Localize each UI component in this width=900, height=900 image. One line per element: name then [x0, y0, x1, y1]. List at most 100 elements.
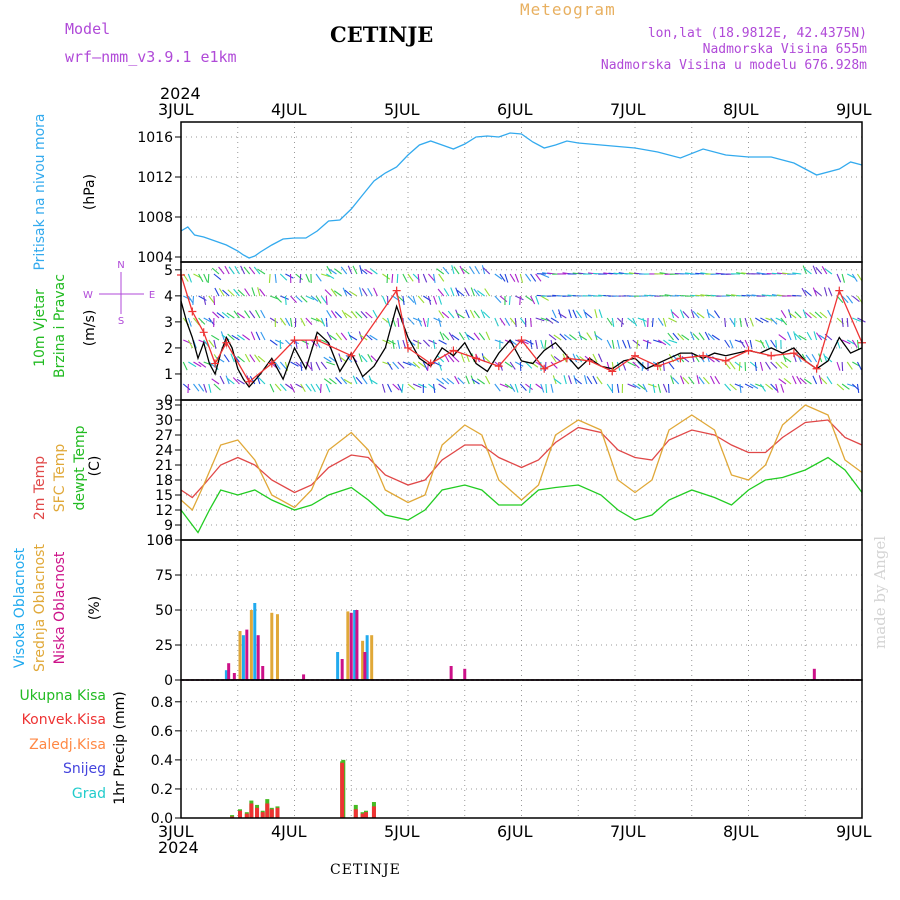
- wind-arrow: [672, 354, 680, 363]
- wind-arrow: [519, 383, 527, 392]
- wind-arrow: [515, 339, 524, 344]
- wind-arrow: [334, 268, 342, 275]
- wind-arrow: [788, 309, 792, 319]
- wind-arrow: [751, 294, 761, 297]
- wind-arrow: [572, 309, 578, 319]
- wind-arrow: [568, 375, 572, 385]
- wind-arrow: [765, 339, 770, 349]
- wind-gust-point: [392, 286, 401, 295]
- top-tick-7jul: 7JUL: [610, 100, 646, 119]
- wind-arrow: [226, 312, 235, 319]
- wind-arrow: [598, 309, 603, 319]
- wind-arrow: [662, 317, 667, 327]
- wind-arrow: [428, 383, 436, 391]
- precipitation-ytick-label: 0.2: [151, 782, 173, 798]
- wind-arrow: [464, 331, 470, 341]
- top-tick-4jul: 4JUL: [271, 100, 307, 119]
- wind-gust-point: [767, 351, 776, 360]
- wind-arrow: [203, 361, 213, 366]
- wind-arrow: [783, 356, 792, 363]
- wind-arrow: [765, 317, 775, 322]
- wind-arrow: [652, 339, 662, 344]
- wind-arrow: [681, 356, 690, 363]
- wind-arrow: [323, 356, 332, 363]
- year-top: 2024: [160, 84, 201, 103]
- wind-arrow: [657, 317, 664, 326]
- wind-arrow: [469, 309, 475, 319]
- wind-arrow: [584, 311, 593, 319]
- wind-arrow: [572, 353, 578, 363]
- wind-arrow: [770, 383, 778, 391]
- wind-arrow: [793, 331, 797, 341]
- wind-arrow: [754, 361, 757, 372]
- wind-arrow: [841, 273, 846, 283]
- wind-arrow: [240, 265, 246, 275]
- precip-unit: 1hr Precip (mm): [112, 691, 128, 805]
- wind-arrow: [325, 383, 331, 393]
- wind-arrow: [734, 339, 744, 344]
- wind-arrow: [350, 310, 358, 319]
- wind-arrow: [203, 317, 212, 323]
- wind-gust-point: [245, 377, 254, 386]
- wind-arrow: [310, 317, 320, 322]
- wind-arrow: [236, 334, 245, 341]
- wind-arrow: [427, 361, 429, 372]
- wind-arrow: [746, 294, 756, 297]
- wind-arrow: [326, 361, 335, 366]
- wind-arrow: [228, 266, 235, 275]
- wind-arrow: [446, 377, 455, 385]
- precipitation-bar: [255, 804, 260, 818]
- cloud-frame: [180, 539, 863, 681]
- wind-arrow: [428, 339, 437, 345]
- wind-arrow: [499, 295, 508, 303]
- wind-arrow: [274, 339, 284, 345]
- wind-arrow: [579, 356, 588, 363]
- wind-arrow: [618, 272, 628, 275]
- wind-arrow: [770, 339, 777, 348]
- wind-arrow: [397, 295, 405, 303]
- wind-arrow: [636, 339, 639, 350]
- wind-arrow: [519, 295, 521, 306]
- wind-arrow: [369, 268, 378, 275]
- wind-arrow: [804, 289, 812, 297]
- cloud-unit: (%): [87, 595, 103, 621]
- wind-arrow: [188, 361, 197, 368]
- wind-arrow: [731, 294, 741, 297]
- wind-arrow: [739, 317, 742, 327]
- wind-arrow: [520, 339, 529, 345]
- wind-arrow: [333, 290, 342, 297]
- temperature-series-line: [180, 456, 863, 534]
- wind-arrow: [355, 311, 363, 319]
- wind-arrow: [198, 361, 207, 368]
- wind-arrow: [214, 287, 220, 297]
- wind-arrow: [713, 310, 721, 319]
- wind-arrow: [325, 295, 328, 306]
- wind-gust-point: [812, 364, 821, 373]
- wind-arrow: [456, 289, 465, 297]
- wind-gust-point: [676, 354, 685, 363]
- precipitation-bar: [230, 816, 235, 818]
- wind-arrow: [342, 287, 348, 297]
- svg-text:S: S: [118, 316, 124, 327]
- wind-arrow: [474, 265, 480, 275]
- wind-gust-point: [585, 356, 594, 365]
- wind-arrow: [786, 331, 792, 341]
- wind-arrow: [365, 333, 373, 341]
- wind-arrow: [806, 331, 812, 341]
- wind-arrow: [841, 317, 844, 328]
- wind-arrow: [525, 339, 534, 345]
- wind-arrow: [504, 317, 511, 326]
- precip-snow-label: Snijeg: [62, 761, 106, 777]
- wind-arrow: [642, 317, 646, 327]
- wind-arrow: [213, 295, 216, 306]
- wind-arrow: [224, 265, 230, 275]
- wind-arrow: [227, 333, 235, 341]
- wind-arrow: [432, 339, 436, 349]
- wind-arrow: [690, 294, 700, 297]
- station-bottom: CETINJE: [330, 862, 401, 878]
- wind-arrow: [793, 353, 797, 363]
- wind-arrow: [382, 361, 392, 366]
- cloud-bar: [302, 674, 306, 680]
- wind-arrow: [778, 334, 787, 341]
- precipitation-bar: [249, 800, 254, 818]
